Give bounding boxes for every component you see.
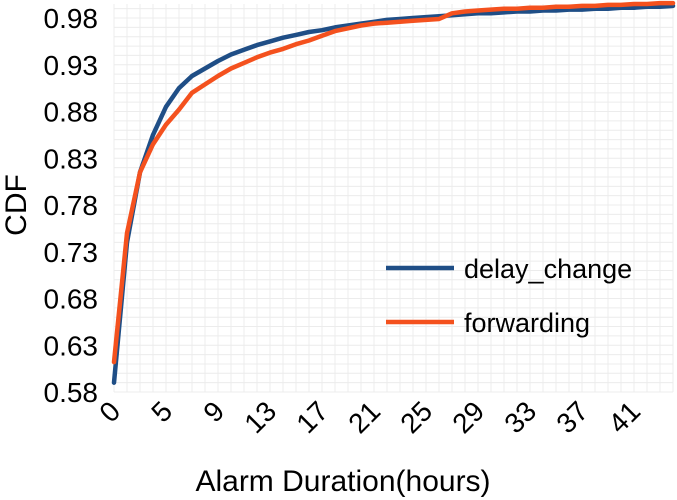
plot-lines	[111, 0, 676, 385]
x-axis-ticks: 0 5 9 13 17 21 25 29 33 37 41	[93, 395, 646, 439]
x-tick-label: 9	[197, 395, 230, 428]
y-tick-label: 0.88	[44, 97, 99, 128]
y-tick-label: 0.68	[44, 284, 99, 315]
y-tick-label: 0.78	[44, 190, 99, 221]
legend-label: forwarding	[464, 308, 590, 338]
x-tick-label: 37	[550, 395, 594, 439]
x-tick-label: 41	[602, 395, 646, 439]
x-tick-label: 25	[394, 395, 438, 439]
series-line-delay-change	[111, 3, 676, 385]
x-axis-label: Alarm Duration(hours)	[195, 465, 490, 498]
x-tick-label: 29	[446, 395, 490, 439]
legend: delay_change forwarding	[386, 254, 632, 338]
x-tick-label: 5	[145, 395, 178, 428]
x-tick-label: 33	[498, 395, 542, 439]
y-tick-label: 0.63	[44, 330, 99, 361]
y-tick-label: 0.83	[44, 143, 99, 174]
x-tick-label: 13	[238, 395, 282, 439]
y-tick-label: 0.93	[44, 50, 99, 81]
y-axis-label: CDF	[0, 174, 33, 236]
x-tick-label: 0	[93, 395, 126, 428]
x-tick-label: 17	[290, 395, 334, 439]
y-tick-label: 0.98	[44, 3, 99, 34]
y-tick-label: 0.58	[44, 377, 99, 408]
grid	[113, 4, 674, 393]
series-line-forwarding	[111, 0, 676, 365]
y-axis-ticks: 0.58 0.63 0.68 0.73 0.78 0.83 0.88 0.93 0.98	[44, 3, 99, 408]
x-tick-label: 21	[342, 395, 386, 439]
y-tick-label: 0.73	[44, 237, 99, 268]
legend-label: delay_change	[464, 254, 632, 284]
